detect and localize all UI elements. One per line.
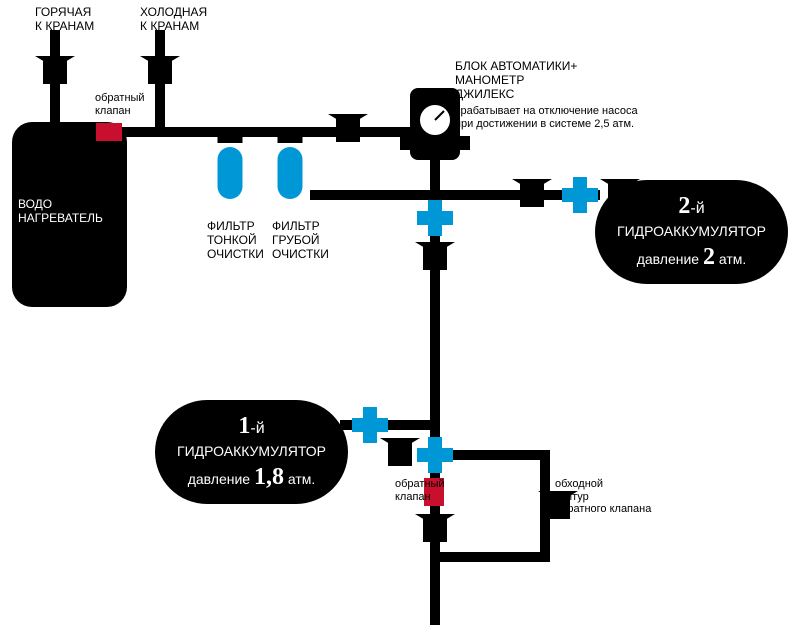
tee-joint — [428, 437, 442, 473]
pipe — [430, 90, 440, 625]
acc2-number: 2 — [678, 193, 690, 219]
label-auto_note: срабатывает на отключение насосапри дост… — [455, 105, 638, 130]
accumulator-2-pill: 2-й ГИДРОАККУМУЛЯТОР давление 2 атм. — [595, 180, 788, 284]
tee-joint — [428, 200, 442, 236]
valve-handle-icon — [140, 56, 180, 68]
label-cold_tap: ХОЛОДНАЯК КРАНАМ — [140, 6, 207, 34]
check-valve — [96, 123, 122, 141]
valve-handle-icon — [512, 179, 552, 191]
accumulator-1-pill: 1-й ГИДРОАККУМУЛЯТОР давление 1,8 атм. — [155, 400, 348, 504]
tee-joint — [363, 407, 377, 443]
pipe — [430, 552, 550, 562]
automatics-port — [460, 136, 470, 150]
acc2-val: 2 — [703, 244, 715, 270]
acc1-number: 1 — [238, 413, 250, 439]
acc1-suffix: -й — [250, 420, 264, 437]
valve-handle-icon — [415, 242, 455, 254]
acc1-pre: давление — [188, 471, 250, 487]
filter-body — [218, 147, 243, 199]
valve-handle-icon — [380, 438, 420, 450]
acc2-suffix: -й — [690, 200, 704, 217]
filter-body — [278, 147, 303, 199]
acc1-unit: атм. — [288, 471, 315, 487]
acc1-val: 1,8 — [254, 464, 284, 490]
valve-handle-icon — [415, 514, 455, 526]
acc2-line2: ГИДРОАККУМУЛЯТОР — [617, 222, 766, 241]
tee-joint — [573, 177, 587, 213]
valve-handle-icon — [328, 114, 368, 126]
label-hot_tap: ГОРЯЧАЯК КРАНАМ — [35, 6, 94, 34]
automatics-port — [400, 136, 410, 150]
label-check_valve2: обратныйклапан — [395, 478, 445, 503]
label-automatics: БЛОК АВТОМАТИКИ+МАНОМЕТРДЖИЛЕКС — [455, 60, 577, 101]
pipe — [310, 190, 600, 200]
acc2-pre: давление — [637, 251, 699, 267]
label-heater: ВОДОНАГРЕВАТЕЛЬ — [18, 198, 103, 226]
label-finefilter: ФИЛЬТРТОНКОЙОЧИСТКИ — [207, 220, 264, 261]
filter-cap — [278, 129, 303, 143]
valve-handle-icon — [35, 56, 75, 68]
filter-cap — [218, 129, 243, 143]
acc1-line2: ГИДРОАККУМУЛЯТОР — [177, 442, 326, 461]
label-check_valve1: обратныйклапан — [95, 92, 145, 117]
acc2-unit: атм. — [719, 251, 746, 267]
label-coarsefilter: ФИЛЬТРГРУБОЙОЧИСТКИ — [272, 220, 329, 261]
label-bypass: обходнойконтуробратного клапана — [555, 478, 651, 516]
